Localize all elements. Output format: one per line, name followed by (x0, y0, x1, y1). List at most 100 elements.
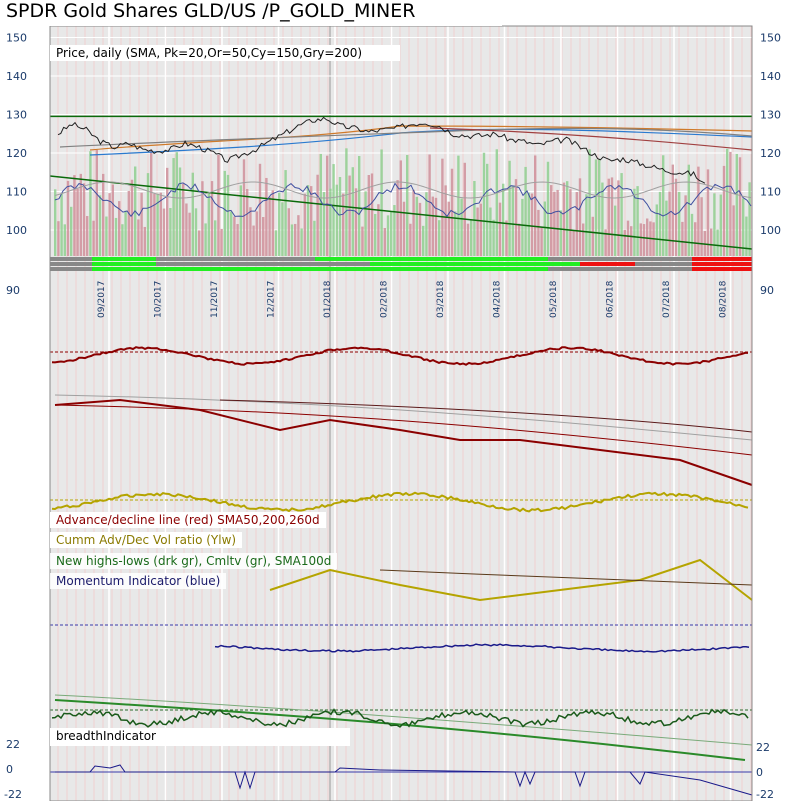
volume-bar (146, 173, 150, 256)
volume-bar (361, 226, 364, 256)
cumm-vol-line (51, 491, 749, 513)
volume-bar (223, 170, 226, 256)
volume-bar (230, 211, 233, 256)
volume-bar (393, 205, 396, 256)
volume-bar (252, 225, 255, 256)
volume-bar (236, 224, 239, 256)
volume-bar (284, 170, 287, 256)
volume-bar (76, 188, 79, 256)
volume-bar (262, 217, 265, 256)
volume-bar (150, 149, 153, 256)
volume-bar (438, 220, 441, 256)
volume-bar (668, 191, 671, 256)
volume-bar (409, 223, 412, 256)
volume-bar (114, 217, 118, 256)
volume-bar (534, 155, 537, 256)
ad-line (51, 346, 748, 366)
volume-bar (63, 224, 66, 256)
status-strip-2 (370, 262, 548, 266)
volume-bar (735, 153, 738, 256)
volume-bar (118, 201, 121, 256)
volume-bar (642, 224, 646, 256)
momentum-oscillator (54, 182, 752, 218)
volume-bar (716, 229, 719, 256)
volume-bar (582, 223, 585, 256)
breadth-indicator-label: breadthIndicator (56, 729, 156, 743)
volume-bar (588, 149, 591, 256)
volume-bar (178, 167, 182, 256)
volume-bar (198, 230, 201, 256)
volume-bar (79, 173, 82, 256)
volume-bar (169, 208, 172, 256)
status-strip-1 (156, 257, 315, 261)
volume-bar (742, 198, 745, 256)
status-strip-3 (92, 267, 315, 271)
breadth-tick-left: -22 (4, 788, 22, 801)
volume-bar (204, 223, 207, 256)
ad-sma-50 (219, 399, 753, 433)
volume-bar (607, 178, 610, 256)
status-strip-2 (635, 262, 692, 266)
volume-bar (729, 151, 732, 256)
sma-200 (59, 127, 753, 148)
volume-bar (153, 193, 156, 256)
volume-bar (316, 174, 319, 256)
volume-bar (102, 173, 105, 256)
volume-bar (54, 189, 57, 256)
status-strip-1 (50, 257, 92, 261)
volume-bar (505, 220, 508, 256)
volume-bar (671, 164, 674, 256)
status-strip-2 (580, 262, 635, 266)
month-label: 03/2018 (436, 280, 446, 318)
volume-bar (121, 224, 124, 256)
price-line (57, 116, 706, 184)
breadth-tick-left: 0 (6, 763, 13, 776)
volume-bar (246, 189, 249, 256)
volume-bar (722, 165, 726, 256)
volume-bar (380, 149, 383, 256)
volume-bar (508, 160, 511, 256)
month-label: 02/2018 (380, 280, 390, 318)
volume-bar (239, 185, 242, 256)
volume-bar (310, 186, 313, 256)
volume-bar (562, 182, 566, 256)
plot-background (50, 26, 752, 801)
volume-bar (111, 184, 114, 256)
volume-bar (175, 152, 178, 256)
breadth-indicator-line (55, 764, 753, 796)
volume-bar (95, 149, 98, 256)
volume-bar (482, 152, 486, 256)
volume-bar (82, 183, 86, 256)
volume-bar (569, 189, 572, 256)
volume-bar (70, 206, 73, 256)
price-tick-right: 140 (760, 70, 781, 83)
volume-bar (386, 215, 390, 256)
volume-bar (332, 164, 335, 256)
volume-bar (498, 202, 502, 256)
volume-bar (89, 151, 92, 256)
volume-bar (182, 183, 185, 256)
volume-bar (191, 172, 194, 256)
volume-bar (428, 154, 431, 256)
volume-bar (425, 192, 428, 256)
volume-bar (700, 197, 703, 256)
volume-bar (454, 211, 457, 256)
nhl-sma (379, 569, 753, 586)
volume-bar (690, 213, 694, 256)
ad-sma-200 (54, 404, 753, 456)
nhl-cumulative (269, 558, 753, 602)
price-tick-right: 100 (760, 224, 781, 237)
status-strip-2 (548, 262, 580, 266)
volume-bar (604, 229, 607, 256)
volume-bar (518, 223, 521, 256)
volume-bar (140, 192, 143, 256)
volume-bar (610, 177, 614, 256)
volume-bar (639, 223, 642, 256)
volume-bar (188, 212, 191, 256)
volume-bar (274, 230, 278, 256)
volume-bar (486, 163, 489, 256)
volume-bar (290, 224, 294, 256)
volume-bar (57, 221, 60, 256)
volume-bar (127, 190, 130, 256)
volume-bar (268, 196, 271, 256)
